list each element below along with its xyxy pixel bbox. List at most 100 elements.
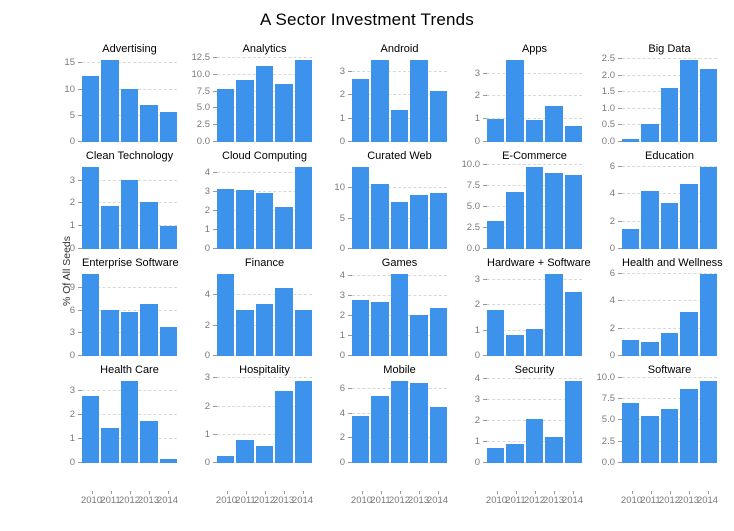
bar-2013 — [680, 389, 698, 463]
subplot-body: 0 1 2 3 — [52, 163, 187, 254]
gridline — [217, 57, 312, 58]
subplot-cloud-computing: Cloud Computing 0 1 2 3 4 — [187, 149, 322, 256]
bar-2014 — [429, 193, 448, 249]
subplot-hardware-software: Hardware + Software 0 1 2 3 — [457, 256, 592, 363]
y-tick-label: 10.0 — [461, 159, 481, 170]
bar-2011 — [101, 310, 119, 356]
bars-group — [352, 56, 448, 142]
y-tick-mark — [348, 118, 352, 119]
bar-2014 — [564, 291, 583, 356]
y-tick-mark — [348, 248, 352, 249]
bars-group — [352, 377, 448, 463]
y-tick-label: 2 — [474, 415, 480, 426]
bar-2012 — [525, 120, 544, 142]
x-tick-label: 2012 — [388, 495, 411, 506]
y-tick-mark — [348, 218, 352, 219]
y-tick-label: 1 — [204, 429, 210, 440]
y-tick-label: 0 — [339, 457, 345, 468]
y-tick-label: 9 — [69, 282, 75, 293]
y-tick-mark — [618, 58, 622, 59]
bars-group — [217, 56, 313, 142]
x-axis: 2010 2011 2012 2013 2014 — [486, 490, 583, 508]
subplot-e-commerce: E-Commerce 0.0 2.5 5.0 7.5 10.0 — [457, 149, 592, 256]
plot-area — [82, 163, 178, 249]
subplot-body: 0 1 2 3 — [52, 377, 187, 468]
bar-2010 — [82, 75, 100, 142]
y-tick-label: 0 — [339, 243, 345, 254]
subplot-body: 0 2 4 6 — [592, 269, 727, 361]
y-axis: 0.0 0.5 1.0 1.5 2.0 2.5 — [592, 54, 622, 147]
x-tick-label: 2014 — [696, 495, 719, 506]
bar-2014 — [564, 381, 583, 463]
bar-2014 — [294, 381, 313, 463]
bars-group — [82, 270, 178, 356]
y-tick-label: 0.0 — [601, 136, 615, 147]
y-tick-mark — [483, 441, 487, 442]
x-tick-mark — [361, 491, 363, 494]
bar-2011 — [236, 310, 254, 356]
y-tick-mark — [483, 399, 487, 400]
y-axis: 0 1 2 3 — [52, 377, 82, 468]
y-tick-label: 6 — [609, 161, 615, 172]
bar-2013 — [545, 436, 563, 463]
subplot-body: 0 1 2 3 4 — [187, 163, 322, 254]
y-tick-mark — [213, 74, 217, 75]
y-tick-label: 1 — [339, 330, 345, 341]
y-tick-mark — [618, 300, 622, 301]
x-tick-mark — [707, 491, 709, 494]
y-axis: 0 1 2 3 — [322, 56, 352, 147]
bar-2011 — [506, 334, 524, 356]
gridline — [622, 58, 717, 59]
subplot-security: Security 0 1 2 3 4 2010 2011 2012 2013 2014 — [457, 363, 592, 506]
bar-2011 — [101, 205, 119, 249]
plot-area — [487, 163, 583, 249]
subplot-title: Finance — [244, 257, 285, 269]
y-tick-label: 4 — [474, 373, 480, 384]
y-tick-label: 0 — [609, 243, 615, 254]
x-tick-mark — [688, 491, 690, 494]
y-tick-mark — [348, 295, 352, 296]
y-axis: 0 5 10 — [322, 163, 352, 254]
y-tick-mark — [483, 304, 487, 305]
subplot-title: Games — [381, 257, 418, 269]
bar-2014 — [564, 126, 583, 142]
gridline — [82, 287, 177, 288]
y-tick-label: 3 — [474, 274, 480, 285]
plot-area — [82, 56, 178, 142]
subplot-body: 0 2 4 — [187, 270, 322, 361]
subplot-body: 0 1 2 3 — [457, 270, 592, 361]
gridline — [82, 310, 177, 311]
y-tick-mark — [483, 279, 487, 280]
y-tick-label: 6 — [69, 305, 75, 316]
y-tick-mark — [78, 248, 82, 249]
gridline — [82, 62, 177, 63]
subplot-title: Software — [647, 364, 692, 376]
x-tick-label: 2014 — [156, 495, 179, 506]
subplot-health-and-wellness: Health and Wellness 0 2 4 6 — [592, 256, 727, 363]
y-tick-mark — [78, 310, 82, 311]
y-tick-mark — [78, 355, 82, 356]
y-tick-mark — [213, 57, 217, 58]
bar-2011 — [506, 191, 524, 249]
y-axis: 0 5 10 15 — [52, 56, 82, 147]
bars-group — [622, 270, 718, 356]
y-tick-label: 1 — [339, 113, 345, 124]
x-tick-mark — [245, 491, 247, 494]
y-tick-mark — [348, 388, 352, 389]
bar-2014 — [699, 274, 718, 356]
y-tick-label: 0 — [69, 243, 75, 254]
y-tick-label: 1 — [204, 224, 210, 235]
y-axis: 0 2 4 6 — [592, 269, 622, 361]
y-tick-mark — [213, 294, 217, 295]
subplot-finance: Finance 0 2 4 — [187, 256, 322, 363]
x-tick-label: 2010 — [620, 495, 643, 506]
y-axis: 0.0 2.5 5.0 7.5 10.0 — [592, 373, 622, 468]
y-tick-mark — [483, 420, 487, 421]
subplot-body: 0 1 2 3 — [322, 56, 457, 147]
x-tick-label: 2011 — [370, 495, 391, 506]
y-tick-mark — [78, 414, 82, 415]
subplot-title: Android — [380, 43, 419, 55]
bar-2014 — [429, 308, 448, 356]
gridline — [217, 294, 312, 295]
bar-2011 — [641, 342, 659, 356]
